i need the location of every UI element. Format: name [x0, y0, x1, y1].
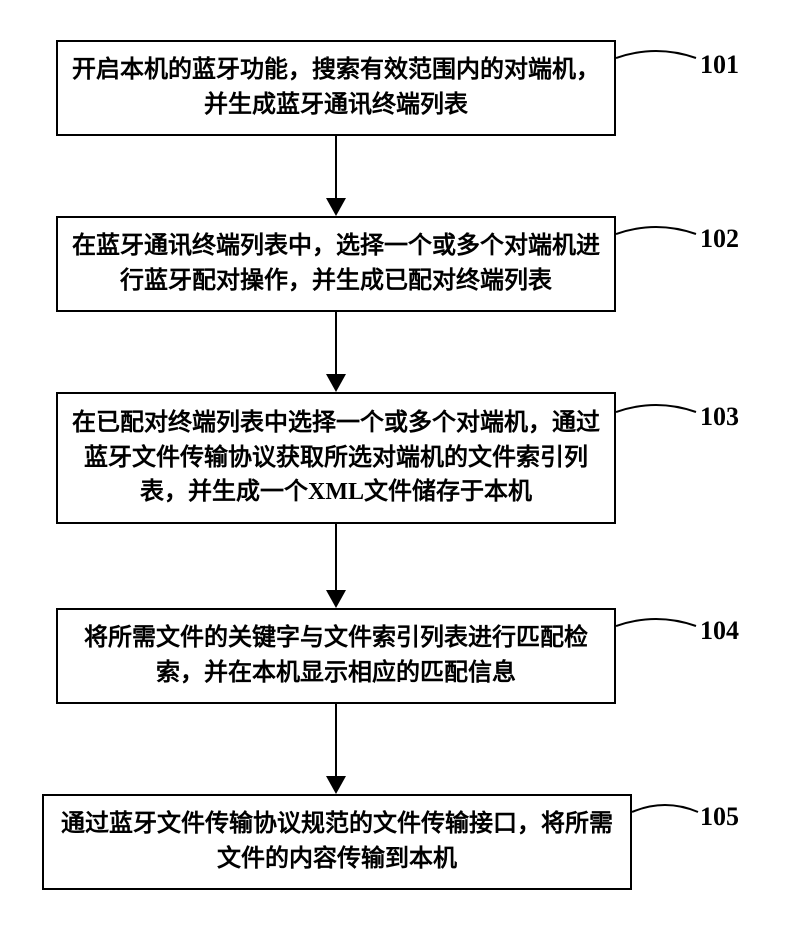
flow-node-3: 在已配对终端列表中选择一个或多个对端机，通过蓝牙文件传输协议获取所选对端机的文件… [56, 392, 616, 524]
step-label-3: 103 [700, 402, 739, 432]
flow-node-1-text: 开启本机的蓝牙功能，搜索有效范围内的对端机，并生成蓝牙通讯终端列表 [72, 53, 600, 123]
flow-node-2-text: 在蓝牙通讯终端列表中，选择一个或多个对端机进行蓝牙配对操作，并生成已配对终端列表 [72, 229, 600, 299]
leader-5 [632, 798, 700, 826]
leader-4 [616, 612, 698, 640]
flow-node-1: 开启本机的蓝牙功能，搜索有效范围内的对端机，并生成蓝牙通讯终端列表 [56, 40, 616, 136]
flow-node-2: 在蓝牙通讯终端列表中，选择一个或多个对端机进行蓝牙配对操作，并生成已配对终端列表 [56, 216, 616, 312]
arrow-1-2 [335, 136, 337, 216]
step-label-1: 101 [700, 50, 739, 80]
leader-2 [616, 220, 698, 248]
flow-node-4: 将所需文件的关键字与文件索引列表进行匹配检索，并在本机显示相应的匹配信息 [56, 608, 616, 704]
leader-3 [616, 398, 698, 426]
step-label-5: 105 [700, 802, 739, 832]
flow-node-3-text: 在已配对终端列表中选择一个或多个对端机，通过蓝牙文件传输协议获取所选对端机的文件… [72, 406, 600, 510]
arrow-4-5 [335, 704, 337, 794]
leader-1 [616, 44, 698, 72]
flow-node-5: 通过蓝牙文件传输协议规范的文件传输接口，将所需文件的内容传输到本机 [42, 794, 632, 890]
arrow-3-4 [335, 524, 337, 608]
flow-node-5-text: 通过蓝牙文件传输协议规范的文件传输接口，将所需文件的内容传输到本机 [58, 807, 616, 877]
step-label-2: 102 [700, 224, 739, 254]
step-label-4: 104 [700, 616, 739, 646]
flow-node-4-text: 将所需文件的关键字与文件索引列表进行匹配检索，并在本机显示相应的匹配信息 [72, 621, 600, 691]
flowchart-canvas: 开启本机的蓝牙功能，搜索有效范围内的对端机，并生成蓝牙通讯终端列表 101 在蓝… [0, 0, 800, 946]
arrow-2-3 [335, 312, 337, 392]
